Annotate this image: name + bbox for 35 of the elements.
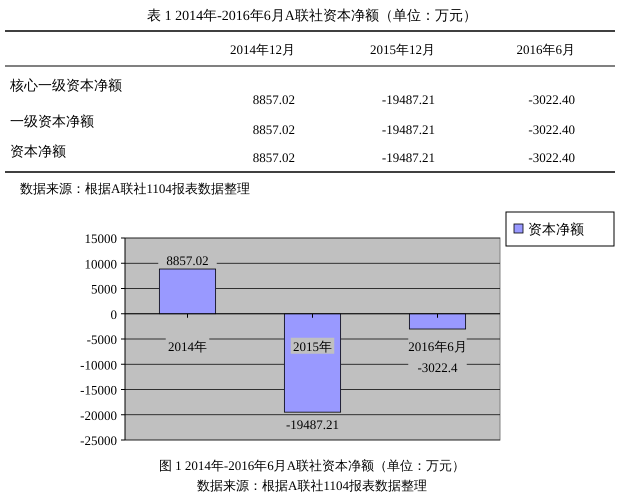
data-label: -3022.40 bbox=[528, 92, 575, 107]
x-tick-label: 2016年6月 bbox=[408, 338, 467, 354]
x-tick-label: 2014年 bbox=[168, 338, 207, 354]
y-tick-label: 0 bbox=[110, 306, 117, 322]
category-label: 2014年12月 bbox=[230, 42, 295, 57]
y-tick-label: -10000 bbox=[80, 357, 117, 372]
text: 资本净额 bbox=[10, 144, 66, 160]
x-tick-label: 2015年 bbox=[293, 338, 332, 354]
data-label: -3022.40 bbox=[528, 150, 575, 165]
y-tick-label: 5000 bbox=[91, 282, 117, 296]
data-label: -19487.21 bbox=[382, 150, 435, 165]
text: 表 1 2014年-2016年6月A联社资本净额（单位：万元） bbox=[147, 8, 477, 24]
data-label: 8857.02 bbox=[252, 92, 295, 107]
source-note: 数据来源：根据A联社1104报表数据整理 bbox=[197, 478, 427, 493]
category-label: 2015年12月 bbox=[370, 42, 435, 57]
legend-label: 资本净额 bbox=[528, 222, 584, 238]
data-label: -3022.4 bbox=[417, 360, 458, 375]
text: 一级资本净额 bbox=[10, 114, 94, 130]
data-label: 8857.02 bbox=[252, 150, 295, 165]
y-tick-label: -20000 bbox=[80, 408, 117, 423]
data-label: 8857.02 bbox=[252, 122, 295, 137]
y-tick-label: -25000 bbox=[80, 433, 117, 448]
data-label: -19487.21 bbox=[286, 417, 340, 432]
data-label: -19487.21 bbox=[382, 92, 435, 107]
data-label: -3022.40 bbox=[528, 122, 575, 137]
text: 核心一级资本净额 bbox=[9, 78, 122, 94]
text: 图 1 2014年-2016年6月A联社资本净额（单位：万元） bbox=[158, 458, 466, 473]
y-tick-label: -5000 bbox=[86, 332, 117, 347]
category-label: 2016年6月 bbox=[516, 42, 575, 57]
y-tick-label: 10000 bbox=[84, 256, 117, 272]
data-label: 8857.02 bbox=[166, 253, 209, 268]
source-note: 数据来源：根据A联社1104报表数据整理 bbox=[20, 181, 250, 196]
y-tick-label: 15000 bbox=[84, 231, 117, 246]
data-label: -19487.21 bbox=[382, 122, 435, 137]
y-tick-label: -15000 bbox=[80, 382, 117, 398]
